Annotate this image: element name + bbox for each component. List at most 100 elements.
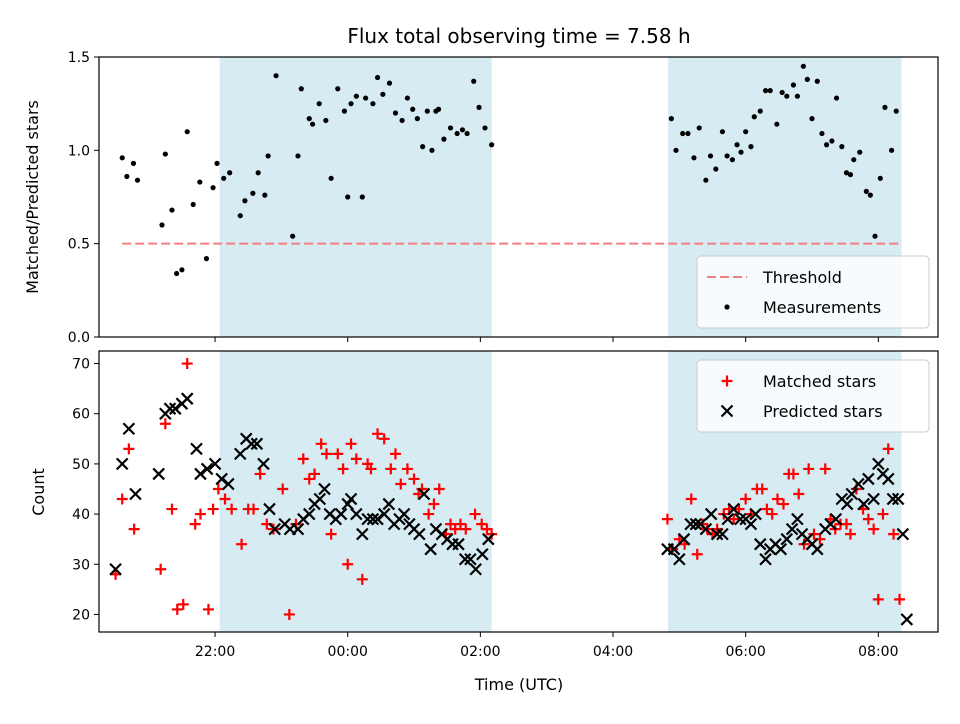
data-point: [829, 512, 843, 526]
data-point: [417, 487, 431, 501]
data-point: [886, 492, 900, 506]
data-point: [803, 463, 815, 475]
data-point: [469, 562, 482, 576]
data-point: [744, 517, 758, 531]
data-point: [685, 493, 697, 505]
data-point: [753, 537, 767, 551]
data-point: [171, 603, 183, 615]
data-point: [823, 142, 830, 148]
data-point: [872, 593, 884, 605]
data-point: [273, 73, 279, 79]
data-point: [389, 448, 401, 460]
data-point: [661, 513, 673, 525]
data-point: [696, 125, 702, 131]
x-tick-label: 08:00: [858, 644, 898, 660]
data-point: [332, 448, 344, 460]
data-point: [236, 538, 248, 550]
data-point: [667, 542, 681, 556]
data-point: [845, 487, 859, 501]
data-point: [423, 508, 435, 520]
data-point: [743, 129, 749, 135]
data-point: [809, 116, 815, 122]
data-point: [751, 114, 757, 120]
data-point: [277, 483, 289, 495]
data-point: [767, 88, 773, 94]
data-point: [404, 95, 411, 101]
data-point: [214, 160, 220, 166]
data-point: [155, 563, 167, 575]
data-point: [382, 497, 396, 511]
data-point: [181, 358, 193, 370]
data-point: [115, 457, 129, 471]
data-point: [748, 144, 754, 150]
data-point: [464, 552, 477, 566]
data-point: [728, 513, 740, 525]
data-point: [691, 155, 697, 161]
data-point: [222, 477, 235, 491]
data-point: [785, 522, 799, 536]
y-tick-label: 0.0: [68, 330, 90, 346]
data-point: [888, 147, 895, 153]
data-point: [262, 192, 268, 198]
data-point: [207, 503, 219, 515]
data-point: [787, 468, 799, 480]
data-point: [290, 233, 296, 239]
data-point: [833, 95, 840, 101]
data-point: [673, 552, 686, 566]
data-point: [200, 462, 214, 476]
data-point: [877, 508, 889, 520]
data-point: [152, 467, 165, 481]
data-point: [798, 538, 810, 550]
data-point: [800, 63, 806, 69]
data-point: [159, 222, 165, 228]
data-point: [245, 437, 258, 451]
data-point: [250, 190, 256, 196]
data-point: [424, 108, 430, 114]
data-point: [685, 130, 691, 137]
data-point: [184, 129, 190, 135]
data-point: [793, 488, 805, 500]
data-point: [839, 144, 845, 150]
data-point: [302, 507, 316, 521]
data-point: [283, 608, 295, 620]
data-point: [306, 116, 312, 122]
data-point: [221, 175, 227, 181]
data-point: [163, 402, 177, 415]
chart-title: Flux total observing time = 7.58 h: [347, 24, 690, 48]
data-point: [248, 503, 260, 515]
data-point: [345, 438, 357, 450]
data-point: [716, 527, 729, 541]
data-point: [250, 437, 264, 451]
y-tick-label: 20: [72, 607, 90, 623]
x-tick-label: 00:00: [328, 644, 368, 660]
x-axis-label: Time (UTC): [474, 675, 563, 694]
data-point: [189, 518, 201, 530]
axes-frame: [98, 56, 939, 338]
data-point: [119, 155, 125, 161]
data-point: [365, 463, 377, 475]
data-point: [459, 127, 466, 133]
data-point: [313, 492, 327, 506]
data-point: [385, 463, 397, 475]
data-point: [168, 402, 182, 415]
data-point: [177, 598, 189, 610]
data-point: [819, 130, 825, 137]
data-point: [350, 507, 363, 521]
legend-label: Threshold: [762, 268, 842, 287]
data-point: [226, 503, 238, 515]
data-point: [318, 482, 331, 496]
data-point: [350, 453, 362, 465]
data-point: [819, 463, 831, 475]
data-point: [377, 507, 391, 521]
data-point: [233, 447, 247, 461]
data-point: [668, 116, 674, 122]
data-point: [727, 502, 740, 516]
data-point: [109, 562, 122, 576]
data-point: [840, 497, 854, 511]
data-point: [761, 503, 773, 515]
data-point: [867, 192, 873, 198]
data-point: [471, 78, 477, 84]
data-point: [447, 125, 454, 131]
data-point: [194, 467, 207, 481]
